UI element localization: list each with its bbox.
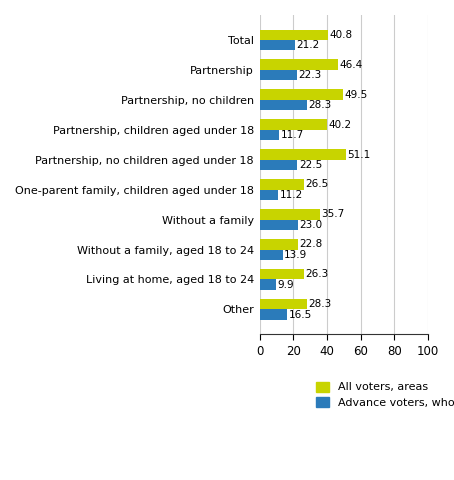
Text: 9.9: 9.9	[277, 280, 294, 290]
Bar	[260, 209, 320, 220]
Bar	[260, 100, 307, 110]
Text: 13.9: 13.9	[284, 250, 307, 260]
Bar	[260, 130, 279, 140]
Text: 40.2: 40.2	[329, 120, 352, 130]
Text: 21.2: 21.2	[296, 40, 320, 50]
Text: 22.5: 22.5	[299, 160, 322, 170]
Text: 51.1: 51.1	[347, 149, 370, 159]
Text: 16.5: 16.5	[289, 310, 312, 320]
Text: 28.3: 28.3	[309, 299, 332, 309]
Bar	[260, 220, 298, 230]
Bar	[260, 310, 287, 320]
Bar	[260, 279, 276, 290]
Text: 35.7: 35.7	[321, 209, 344, 219]
Text: 40.8: 40.8	[330, 30, 353, 40]
Bar	[260, 239, 298, 250]
Bar	[260, 60, 338, 70]
Bar	[260, 29, 328, 40]
Text: 22.3: 22.3	[298, 70, 322, 80]
Bar	[260, 89, 343, 100]
Text: 11.2: 11.2	[280, 190, 303, 200]
Legend: All voters, areas, Advance voters, whole country: All voters, areas, Advance voters, whole…	[312, 378, 454, 411]
Text: 26.5: 26.5	[306, 180, 329, 190]
Bar	[260, 299, 307, 310]
Bar	[260, 250, 283, 260]
Text: 26.3: 26.3	[305, 269, 328, 279]
Bar	[260, 40, 295, 50]
Text: 28.3: 28.3	[309, 100, 332, 110]
Bar	[260, 179, 304, 190]
Text: 11.7: 11.7	[281, 130, 304, 140]
Bar	[260, 269, 304, 279]
Bar	[260, 70, 297, 81]
Bar	[260, 160, 297, 170]
Text: 23.0: 23.0	[300, 220, 323, 230]
Text: 46.4: 46.4	[339, 60, 362, 70]
Bar	[260, 190, 278, 200]
Bar	[260, 149, 345, 160]
Text: 49.5: 49.5	[344, 90, 367, 100]
Text: 22.8: 22.8	[299, 240, 322, 249]
Bar	[260, 120, 327, 130]
